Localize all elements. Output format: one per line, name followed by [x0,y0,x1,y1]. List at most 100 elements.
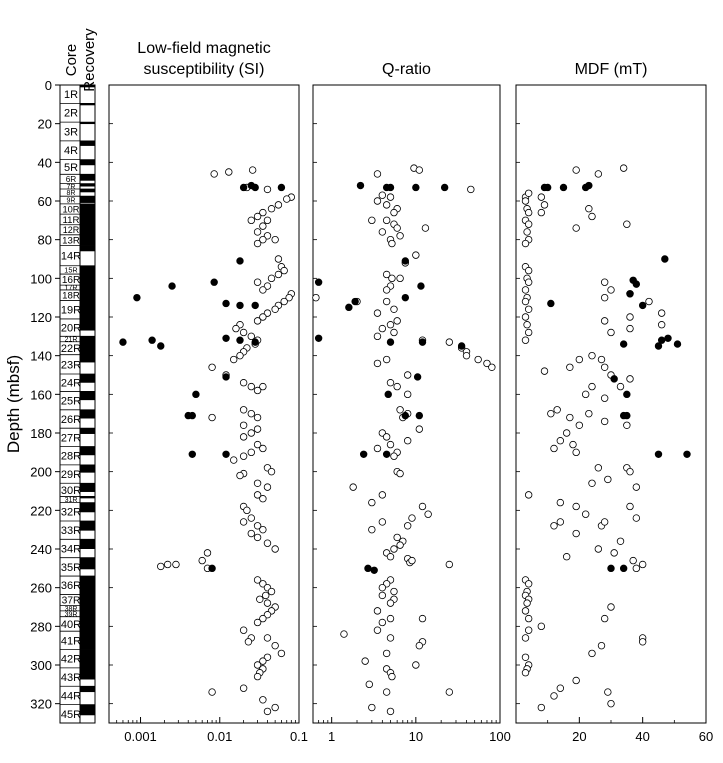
filled-point-q-ratio [457,342,466,350]
open-point-susceptibility [208,688,216,696]
open-point-susceptibility [259,286,267,294]
core-label: 4R [64,145,78,157]
filled-point-mdf [683,450,691,458]
open-point-susceptibility [262,591,270,600]
open-point-mdf [588,212,596,221]
core-label: 26R [61,414,81,426]
open-point-susceptibility [157,562,165,571]
open-point-mdf [521,669,530,677]
open-point-mdf [523,599,531,607]
filled-point-susceptibility [251,338,259,346]
open-point-mdf [585,409,593,418]
open-point-mdf [588,382,596,391]
open-point-susceptibility [253,479,262,487]
open-point-q-ratio [396,541,404,549]
open-point-mdf [540,367,549,375]
filled-point-q-ratio [401,257,410,265]
recovery-bar [80,189,95,193]
open-point-q-ratio [412,661,420,669]
open-point-mdf [521,239,530,248]
recovery-bar [80,140,95,146]
open-point-q-ratio [378,324,387,333]
open-point-mdf [588,649,596,658]
open-point-q-ratio [412,251,420,259]
core-label: 28R [61,451,81,463]
open-point-mdf [626,324,634,333]
filled-point-mdf [619,340,628,348]
open-point-mdf [600,518,609,526]
core-column-header: Core [63,44,80,77]
filled-point-susceptibility [222,373,230,381]
filled-point-mdf [619,564,628,573]
open-point-mdf [629,556,637,565]
x-tick-label-mdf: 20 [572,729,586,744]
open-point-q-ratio [378,191,387,199]
filled-point-susceptibility [251,301,259,310]
open-point-susceptibility [248,166,257,174]
recovery-bar [80,464,95,473]
open-point-q-ratio [386,193,395,201]
open-point-susceptibility [263,185,272,194]
open-point-mdf [556,518,565,526]
open-point-q-ratio [388,239,396,248]
x-tick-label-susceptibility: 0.01 [207,729,232,744]
recovery-bar [80,374,95,383]
open-point-susceptibility [259,235,267,244]
open-point-mdf [594,170,603,178]
open-point-mdf [566,413,574,422]
recovery-bar [80,234,95,246]
open-point-susceptibility [236,471,244,480]
depth-tick-label: 20 [38,117,52,132]
open-point-mdf [623,421,631,429]
core-label: 29R [61,469,81,481]
open-point-mdf [521,607,530,615]
filled-point-q-ratio [356,181,365,190]
open-point-susceptibility [239,406,248,414]
core-label: 42R [61,654,81,666]
open-point-susceptibility [267,205,276,213]
x-tick-label-mdf: 40 [635,729,649,744]
open-point-q-ratio [390,328,398,337]
open-point-susceptibility [163,560,172,569]
open-point-susceptibility [259,208,267,217]
core-label: 14R [61,251,81,263]
filled-point-q-ratio [386,183,395,192]
core-label: 33R [61,525,81,537]
open-point-q-ratio [386,553,395,561]
open-point-susceptibility [198,556,206,565]
recovery-bar [80,196,95,203]
recovery-bar [80,354,95,363]
core-label: 24R [61,378,81,390]
open-point-mdf [524,580,533,588]
recovery-bar [80,610,95,617]
core-label: 41R [61,635,81,647]
recovery-bar [80,300,95,319]
open-point-mdf [600,293,609,302]
open-point-q-ratio [390,208,398,217]
recovery-bar [80,224,95,235]
depth-tick-label: 140 [30,349,52,364]
open-point-mdf [607,603,615,611]
core-label: 35R [61,562,81,574]
open-point-mdf [521,297,530,306]
depth-tick-label: 200 [30,465,52,480]
open-point-mdf [604,688,612,696]
recovery-bar [80,428,95,434]
open-point-mdf [597,641,606,650]
filled-point-susceptibility [192,390,200,399]
x-tick-label-mdf: 60 [699,729,713,744]
filled-point-mdf [540,183,549,192]
open-point-mdf [550,522,558,530]
open-point-q-ratio [424,510,432,518]
open-point-mdf [600,614,609,623]
open-point-q-ratio [382,270,391,279]
open-point-mdf [638,560,647,569]
core-label: 12R [63,225,80,235]
open-point-susceptibility [253,522,262,530]
open-point-mdf [572,448,580,457]
open-point-mdf [607,699,615,708]
core-label: 45R [61,709,81,721]
filled-point-mdf [585,181,593,190]
open-point-susceptibility [253,672,262,681]
